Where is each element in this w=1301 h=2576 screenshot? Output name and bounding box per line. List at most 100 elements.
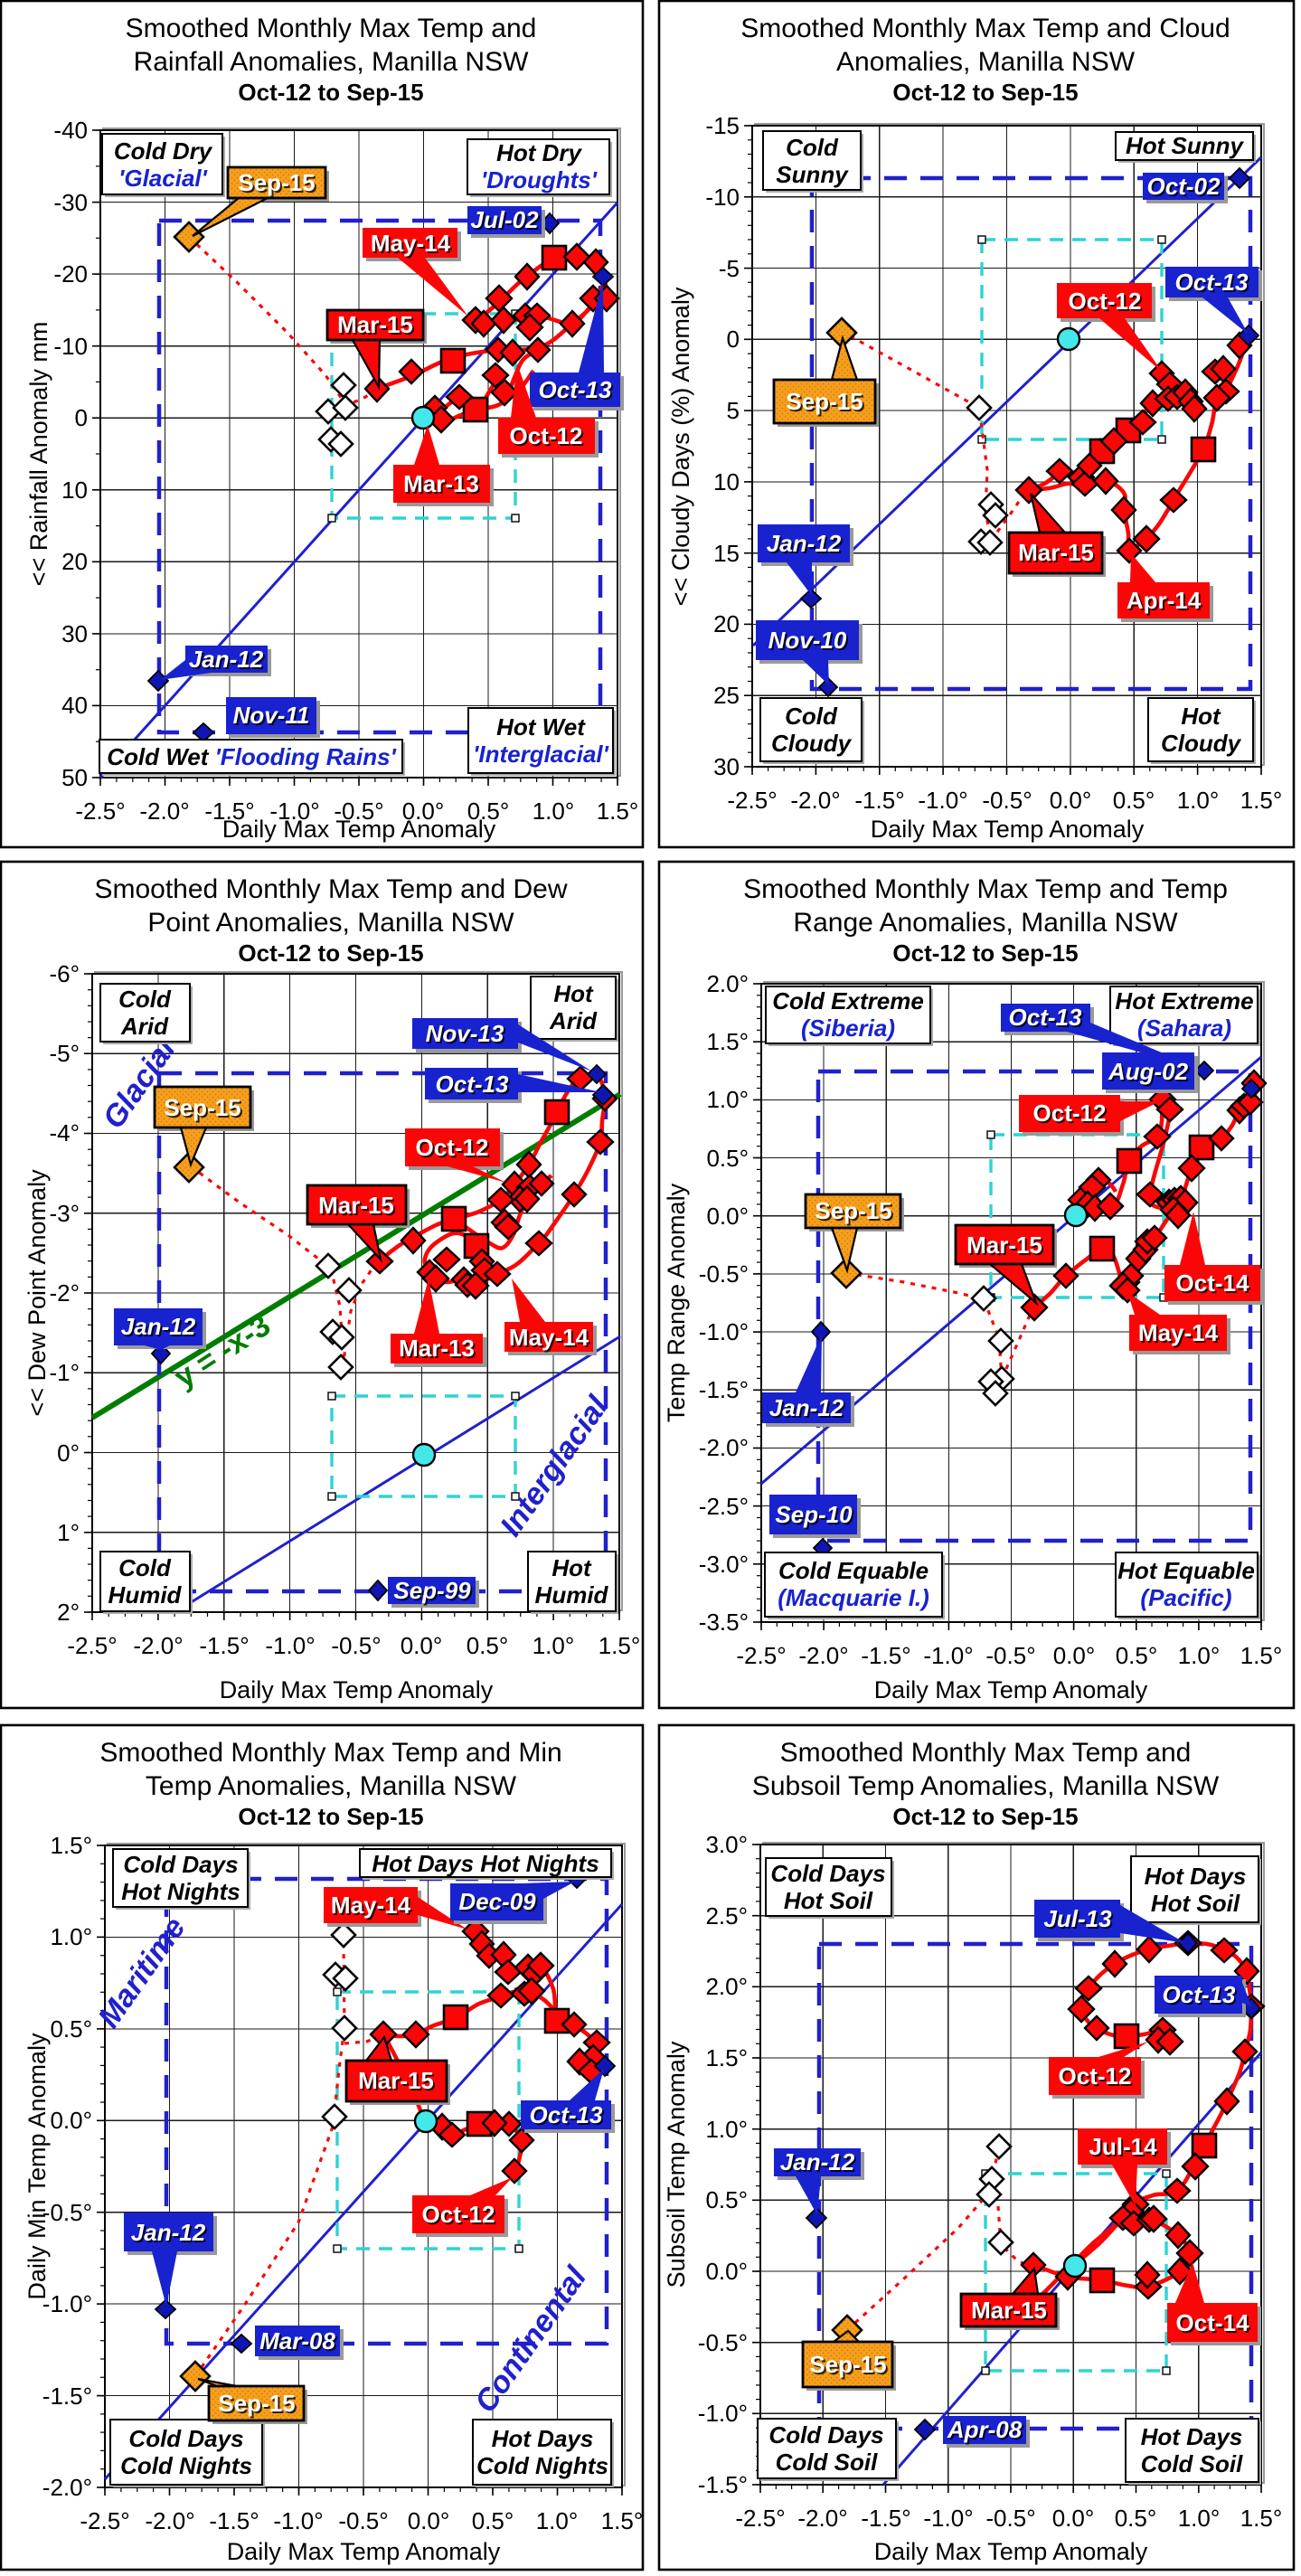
svg-text:Oct-12: Oct-12 <box>1033 1099 1107 1127</box>
svg-text:1.0°: 1.0° <box>1177 787 1220 814</box>
svg-text:0.5°: 0.5° <box>467 797 510 825</box>
svg-text:0.5°: 0.5° <box>467 1632 509 1659</box>
svg-text:May-14: May-14 <box>371 230 451 257</box>
svg-text:Cold Days: Cold Days <box>123 1851 238 1878</box>
svg-text:-20: -20 <box>53 260 88 288</box>
svg-text:(Sahara): (Sahara) <box>1137 1014 1231 1042</box>
svg-text:Mar-15: Mar-15 <box>971 2297 1047 2324</box>
svg-text:Smoothed Monthly Max Temp and: Smoothed Monthly Max Temp and Cloud <box>740 14 1230 43</box>
svg-text:Cloudy: Cloudy <box>771 730 853 757</box>
svg-text:-1.5°: -1.5° <box>699 1376 749 1403</box>
svg-text:Mar-13: Mar-13 <box>399 1335 475 1362</box>
svg-text:Oct-02: Oct-02 <box>1147 173 1221 200</box>
svg-text:-1.0°: -1.0° <box>269 797 319 825</box>
svg-text:-0.5°: -0.5° <box>985 2505 1035 2532</box>
svg-text:0: 0 <box>75 404 88 431</box>
svg-text:1.0°: 1.0° <box>706 1086 749 1113</box>
svg-text:Hot: Hot <box>553 980 594 1007</box>
svg-text:1.0°: 1.0° <box>533 1632 575 1659</box>
svg-text:Hot Days Hot Nights: Hot Days Hot Nights <box>372 1850 599 1877</box>
svg-text:0.5°: 0.5° <box>705 2186 748 2213</box>
svg-text:Cold Days: Cold Days <box>128 2425 243 2452</box>
svg-text:Jan-12: Jan-12 <box>769 1394 844 1421</box>
svg-text:-1.5°: -1.5° <box>698 2471 748 2498</box>
svg-text:10: 10 <box>61 477 88 504</box>
svg-text:0.0°: 0.0° <box>1050 787 1092 814</box>
svg-text:(Siberia): (Siberia) <box>801 1014 895 1042</box>
svg-text:Hot Equable: Hot Equable <box>1117 1557 1255 1584</box>
svg-text:-0.5°: -0.5° <box>698 2329 748 2356</box>
svg-text:Temp Anomalies, Manilla NSW: Temp Anomalies, Manilla NSW <box>146 1771 517 1801</box>
svg-text:<< Rainfall Anomaly mm: << Rainfall Anomaly mm <box>25 322 52 587</box>
svg-text:Hot Days: Hot Days <box>1141 2423 1243 2450</box>
svg-text:<< Cloudy Days (%) Anomaly: << Cloudy Days (%) Anomaly <box>667 287 694 606</box>
svg-text:Mar-15: Mar-15 <box>966 1231 1042 1259</box>
svg-text:Range Anomalies, Manilla NSW: Range Anomalies, Manilla NSW <box>793 908 1178 938</box>
svg-text:1.5°: 1.5° <box>601 2507 644 2534</box>
svg-text:Cold Nights: Cold Nights <box>120 2452 252 2479</box>
svg-text:-10: -10 <box>705 184 740 211</box>
svg-text:-2°: -2° <box>49 1279 80 1307</box>
svg-text:-5: -5 <box>719 255 740 282</box>
svg-text:Sep-99: Sep-99 <box>393 1577 471 1604</box>
svg-text:-1.0°: -1.0° <box>699 1318 749 1345</box>
svg-text:Cold Dry: Cold Dry <box>114 137 213 165</box>
svg-text:3.0°: 3.0° <box>705 1831 748 1858</box>
svg-text:1.0°: 1.0° <box>705 2116 748 2143</box>
svg-text:Sep-15: Sep-15 <box>815 1197 891 1224</box>
svg-text:Apr-08: Apr-08 <box>947 2416 1023 2443</box>
svg-text:Sep-15: Sep-15 <box>164 1094 240 1121</box>
svg-text:-5°: -5° <box>49 1040 80 1067</box>
svg-text:1.0°: 1.0° <box>536 2507 579 2534</box>
svg-text:1.0°: 1.0° <box>533 797 575 825</box>
svg-text:-2.5°: -2.5° <box>735 2505 785 2532</box>
svg-text:Cold Equable: Cold Equable <box>778 1557 929 1584</box>
svg-text:-3.0°: -3.0° <box>699 1551 749 1578</box>
svg-text:Hot Extreme: Hot Extreme <box>1115 987 1253 1014</box>
svg-text:Cold Soil: Cold Soil <box>1141 2450 1243 2477</box>
svg-text:Oct-13: Oct-13 <box>1009 1004 1082 1031</box>
svg-text:10: 10 <box>713 468 740 495</box>
svg-text:Mar-08: Mar-08 <box>259 2327 335 2354</box>
svg-text:-0.5°: -0.5° <box>338 2507 388 2534</box>
svg-text:Jan-12: Jan-12 <box>121 1313 196 1340</box>
svg-text:Nov-13: Nov-13 <box>426 1020 504 1047</box>
svg-text:0°: 0° <box>57 1439 80 1467</box>
svg-text:2°: 2° <box>57 1599 80 1626</box>
svg-text:Daily Max Temp Anomaly: Daily Max Temp Anomaly <box>222 816 496 843</box>
svg-text:2.0°: 2.0° <box>706 970 749 997</box>
svg-text:-1.0°: -1.0° <box>42 2290 92 2317</box>
svg-text:20: 20 <box>61 548 88 575</box>
svg-text:20: 20 <box>713 610 740 637</box>
svg-text:30: 30 <box>61 620 88 647</box>
svg-text:-2.0°: -2.0° <box>790 787 840 814</box>
svg-text:Jan-12: Jan-12 <box>131 2219 206 2246</box>
svg-text:Humid: Humid <box>535 1581 609 1609</box>
svg-text:Oct-12 to Sep-15: Oct-12 to Sep-15 <box>238 1803 423 1830</box>
svg-text:0.5°: 0.5° <box>706 1145 749 1172</box>
svg-text:Daily Max Temp Anomaly: Daily Max Temp Anomaly <box>220 1676 494 1703</box>
svg-text:Cold Days: Cold Days <box>768 2421 883 2449</box>
svg-text:Hot Soil: Hot Soil <box>1151 1890 1240 1917</box>
svg-text:Anomalies, Manilla NSW: Anomalies, Manilla NSW <box>836 47 1136 77</box>
svg-text:Oct-12 to Sep-15: Oct-12 to Sep-15 <box>238 79 423 106</box>
svg-text:30: 30 <box>713 753 740 780</box>
svg-text:Mar-15: Mar-15 <box>1018 539 1094 566</box>
svg-text:Oct-12: Oct-12 <box>422 2201 495 2228</box>
svg-text:0.0°: 0.0° <box>1052 2505 1095 2532</box>
svg-text:1.5°: 1.5° <box>599 1632 641 1659</box>
svg-text:Oct-14: Oct-14 <box>1176 1269 1249 1297</box>
svg-text:0: 0 <box>727 326 740 353</box>
svg-text:40: 40 <box>61 692 88 719</box>
svg-text:Oct-13: Oct-13 <box>436 1071 509 1098</box>
svg-text:-0.5°: -0.5° <box>334 797 383 825</box>
svg-text:Subsoil Temp Anomalies, Manill: Subsoil Temp Anomalies, Manilla NSW <box>752 1771 1220 1801</box>
svg-text:Cold Nights: Cold Nights <box>476 2452 608 2479</box>
svg-text:-15: -15 <box>705 112 740 139</box>
svg-text:5: 5 <box>727 397 740 424</box>
svg-text:Oct-12 to Sep-15: Oct-12 to Sep-15 <box>892 939 1078 967</box>
svg-text:Hot Wet: Hot Wet <box>496 713 586 741</box>
svg-text:Mar-15: Mar-15 <box>358 2067 434 2094</box>
svg-text:Nov-11: Nov-11 <box>233 702 310 729</box>
svg-text:2.5°: 2.5° <box>705 1902 748 1930</box>
